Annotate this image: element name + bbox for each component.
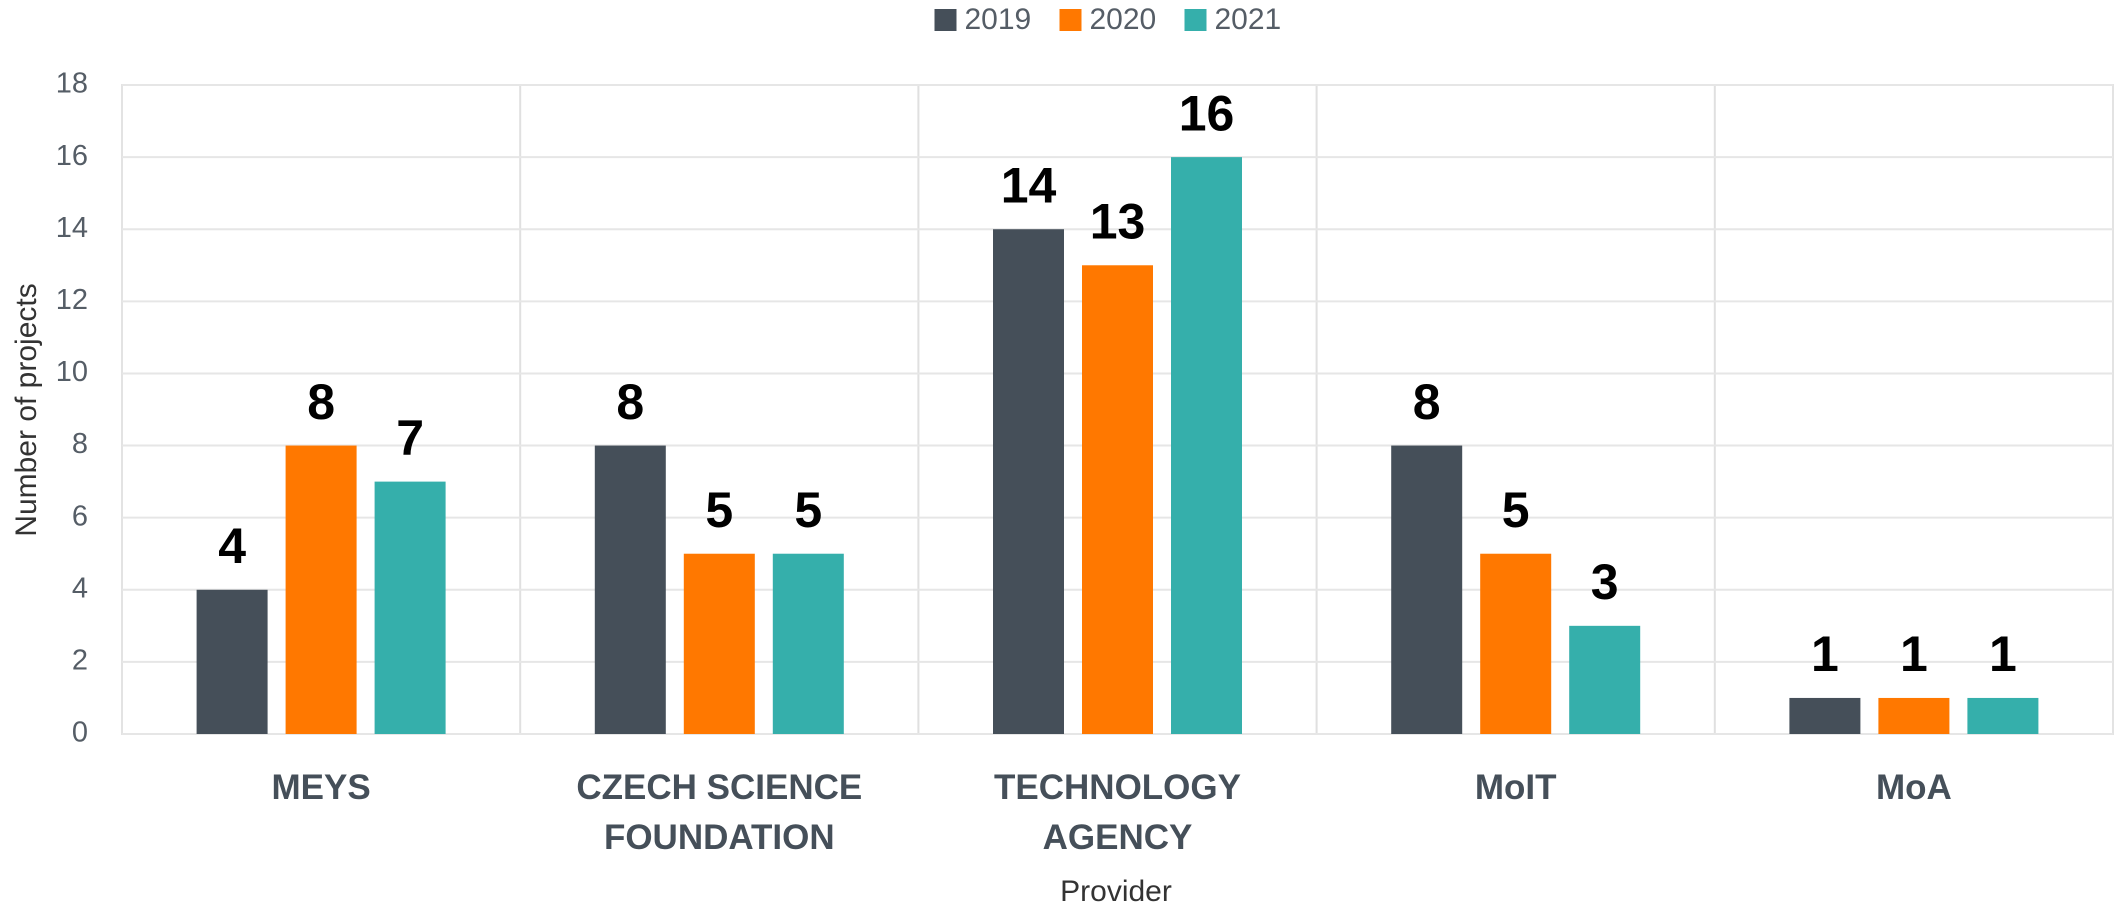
bar	[772, 553, 844, 734]
y-tick-label: 16	[56, 140, 88, 172]
bar	[993, 229, 1064, 734]
bar	[374, 481, 446, 734]
x-tick-label: MoA	[1875, 768, 1952, 807]
value-label: 5	[705, 482, 733, 538]
y-tick-label: 18	[56, 68, 88, 100]
value-label: 7	[396, 410, 424, 466]
y-tick-label: 12	[56, 284, 88, 316]
x-tick-label: MoIT	[1474, 768, 1557, 807]
x-tick-label: CZECH SCIENCE FOUNDATION	[576, 768, 863, 857]
y-tick-label: 10	[56, 356, 88, 388]
value-label: 8	[307, 374, 335, 430]
legend-label: 2021	[1215, 3, 1282, 36]
y-tick-label: 6	[72, 500, 88, 532]
value-label: 16	[1179, 85, 1235, 141]
value-label: 5	[794, 482, 822, 538]
y-tick-label: 14	[56, 212, 88, 244]
y-axis-title: Number of projects	[10, 283, 43, 536]
legend-swatch	[934, 9, 957, 31]
value-label: 4	[218, 518, 246, 574]
legend-swatch	[1184, 9, 1207, 31]
value-label: 14	[1001, 157, 1057, 213]
bar	[285, 445, 357, 734]
bar	[683, 553, 755, 734]
value-label: 8	[1413, 374, 1441, 430]
x-tick-label: TECHNOLOGY AGENCY	[994, 768, 1241, 857]
y-tick-label: 2	[72, 645, 88, 677]
y-tick-label: 4	[72, 572, 88, 604]
bar	[1480, 553, 1552, 734]
bar	[594, 445, 666, 734]
y-tick-label: 0	[72, 717, 88, 749]
bar	[1878, 697, 1950, 734]
value-label: 13	[1090, 193, 1146, 249]
value-label: 1	[1989, 626, 2017, 682]
value-label: 1	[1900, 626, 1928, 682]
x-tick-label: MEYS	[271, 768, 371, 807]
bar	[1391, 445, 1463, 734]
legend-label: 2020	[1090, 3, 1157, 36]
legend-swatch	[1059, 9, 1082, 31]
value-label: 5	[1502, 482, 1530, 538]
value-label: 3	[1591, 554, 1619, 610]
value-label: 1	[1811, 626, 1839, 682]
bar	[1789, 697, 1861, 734]
bar	[1967, 697, 2039, 734]
legend-label: 2019	[965, 3, 1032, 36]
value-label: 8	[616, 374, 644, 430]
bar	[196, 589, 268, 734]
y-tick-label: 8	[72, 428, 88, 460]
x-axis-title: Provider	[1060, 875, 1172, 908]
bar	[1171, 157, 1242, 735]
bar	[1569, 625, 1641, 734]
bar	[1082, 265, 1153, 734]
